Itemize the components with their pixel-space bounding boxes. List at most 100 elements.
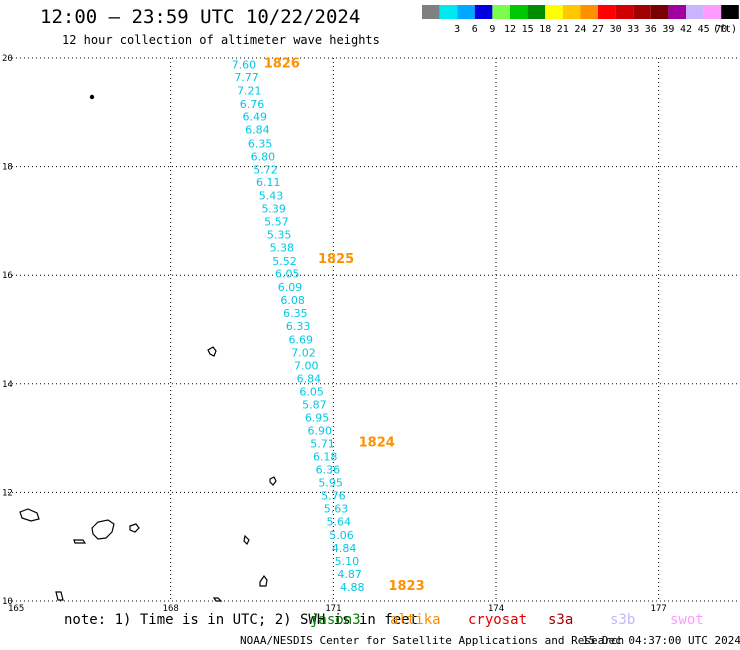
legend-tick-label: 39 [662,24,674,35]
legend-tick-label: 70 [715,24,727,35]
legend-swatch [422,5,440,19]
y-tick-label: 10 [2,597,13,607]
swh-value-label: 7.02 [291,346,316,359]
satellite-label-s3b: s3b [610,612,636,628]
altimeter-track: 7.607.777.216.766.496.846.356.805.726.11… [232,56,425,593]
island-eniwetok [19,508,40,522]
legend-swatch [510,5,528,19]
y-tick-label: 16 [2,271,13,281]
swh-value-label: 7.77 [234,71,259,84]
swh-value-label: 6.49 [242,111,267,124]
swh-value-label: 6.18 [313,451,338,464]
y-tick-label: 12 [2,488,13,498]
swh-value-label: 6.90 [308,424,333,437]
legend-tick-label: 21 [557,24,569,35]
legend-swatch [686,5,704,19]
swh-value-label: 5.63 [324,503,349,516]
legend-tick-label: 42 [680,24,692,35]
swh-value-label: 6.76 [240,98,265,111]
legend-swatch [633,5,651,19]
x-tick-label: 165 [8,604,24,614]
legend-swatch [439,5,458,19]
x-tick-label: 171 [325,604,341,614]
swh-value-label: 5.76 [321,490,346,503]
satellite-label-cryosat: cryosat [468,612,528,628]
island-utirik [269,476,277,486]
island-atoll-f [212,597,223,602]
swh-value-label: 4.84 [332,542,357,555]
legend-tick-label: 36 [645,24,657,35]
legend-swatch [527,5,546,19]
legend-tick-label: 9 [489,24,495,35]
legend-swatch [492,5,510,19]
swh-value-label: 4.88 [340,581,365,594]
legend-swatch [615,5,634,19]
island-atoll-c [243,534,250,546]
swh-value-label: 6.08 [280,294,305,307]
y-tick-label: 14 [2,380,13,390]
legend-swatch [457,5,475,19]
legend-swatch [703,5,722,19]
x-tick-label: 168 [163,604,179,614]
swh-value-label: 6.36 [316,464,341,477]
legend-swatch [598,5,616,19]
pass-time-label: 1824 [359,435,395,450]
legend-swatch [562,5,581,19]
swh-value-label: 6.95 [305,411,330,424]
swh-value-label: 5.35 [267,228,292,241]
legend-tick-label: 6 [472,24,478,35]
legend-tick-label: 27 [592,24,604,35]
swh-value-label: 6.80 [251,150,276,163]
legend-swatch [721,5,739,19]
satellite-label-altika: altika [390,612,441,628]
island-atoll-b [129,523,140,533]
legend-tick-label: 12 [504,24,516,35]
legend-swatch [474,5,493,19]
y-tick-label: 20 [2,54,13,64]
footer-note: note: 1) Time is in UTC; 2) SWH is in fe… [64,612,419,628]
map-title: 12:00 — 23:59 UTC 10/22/2024 [40,6,361,28]
swh-value-label: 5.38 [270,242,295,255]
island-atoll-a [73,539,87,544]
swh-value-label: 6.84 [297,372,322,385]
y-tick-label: 18 [2,163,13,173]
swh-value-label: 6.35 [248,137,273,150]
legend-unit: (ft) [713,24,737,35]
island-kwajalein [91,519,115,540]
legend-tick-label: 3 [454,24,460,35]
legend-swatch [668,5,686,19]
swh-value-label: 5.87 [302,398,327,411]
legend-tick-label: 30 [610,24,622,35]
swh-value-label: 6.11 [256,176,281,189]
credit-line: NOAA/NESDIS Center for Satellite Applica… [240,634,625,647]
swh-value-label: 6.84 [245,124,270,137]
swh-value-label: 6.05 [299,385,324,398]
legend-tick-label: 24 [574,24,586,35]
swh-value-label: 7.60 [232,59,257,72]
island-outlines [19,94,277,602]
island-bikini [207,346,217,357]
swh-value-label: 5.06 [329,529,354,542]
swh-value-label: 5.10 [335,555,360,568]
swh-value-label: 5.43 [259,189,284,202]
swh-value-label: 5.39 [261,202,286,215]
swh-value-label: 5.71 [310,438,335,451]
x-tick-label: 177 [651,604,667,614]
legend-tick-label: 18 [539,24,551,35]
legend-swatch [650,5,669,19]
map-subtitle: 12 hour collection of altimeter wave hei… [62,33,380,47]
legend-swatch [580,5,598,19]
satellite-label-swot: swot [670,612,704,628]
legend-tick-label: 45 [698,24,710,35]
pass-time-label: 1825 [318,252,354,267]
swh-value-label: 5.95 [318,477,343,490]
swh-value-label: 6.33 [286,320,311,333]
pass-time-label: 1823 [388,579,424,594]
legend-swatch [545,5,563,19]
island-atoll-d [259,574,268,587]
island-wake [89,94,95,100]
pass-time-label: 1826 [264,56,300,71]
swh-value-label: 5.57 [264,215,289,228]
color-legend: 3 6 9 12 15 18 21 24 27 30 33 36 39 42 45 70(ft) [422,5,739,35]
island-atoll-e [55,591,64,601]
